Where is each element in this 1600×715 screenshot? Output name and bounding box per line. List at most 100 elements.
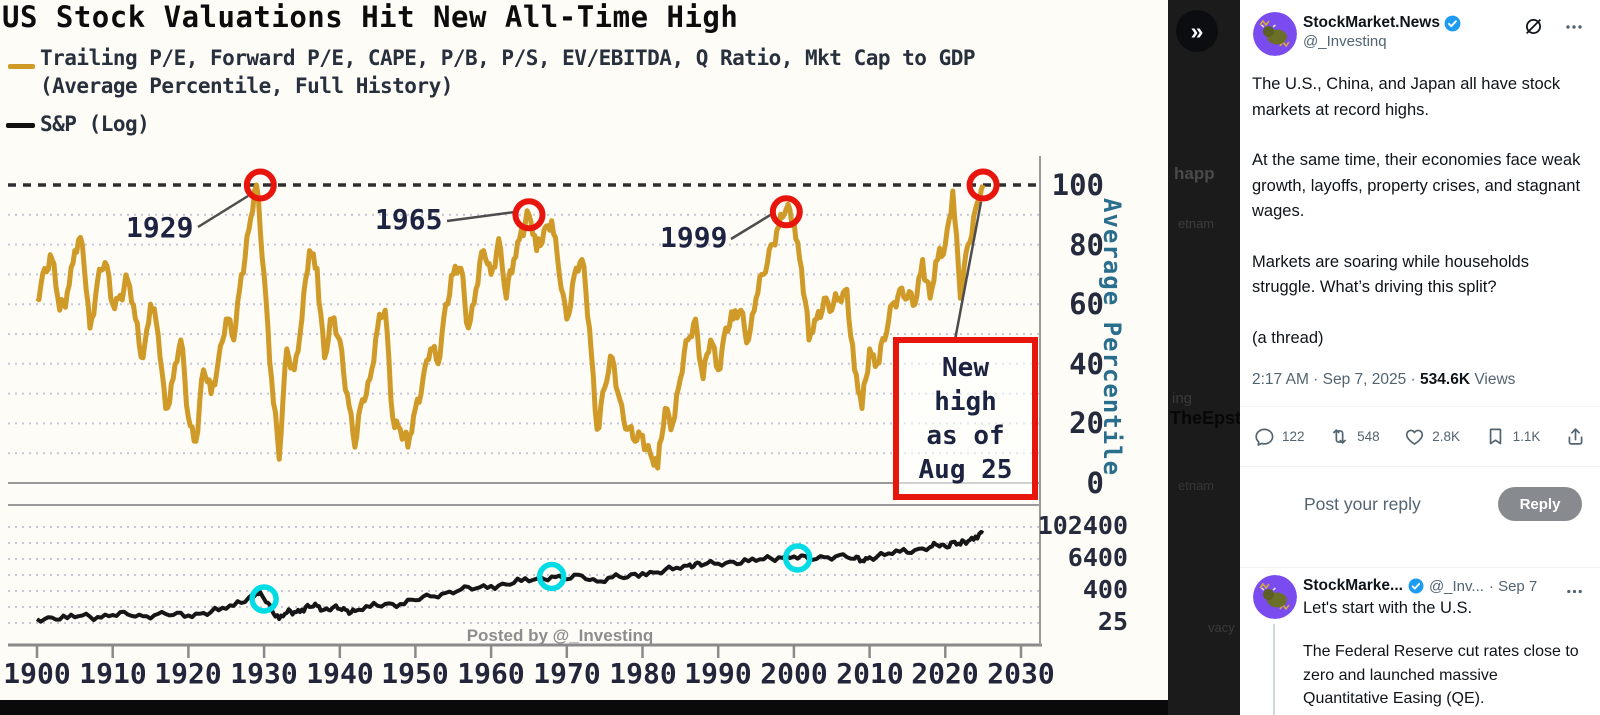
reply-action-button[interactable]: 122 [1254, 420, 1305, 453]
repost-icon [1333, 429, 1347, 444]
tweet-text: The U.S., China, and Japan all have stoc… [1252, 72, 1586, 376]
heart-icon [1406, 429, 1424, 445]
y-axis-label-average-percentile: Average Percentile [1098, 198, 1126, 477]
tweet-detail-panel: StockMarket.News @_Investinq [1240, 0, 1600, 715]
expand-sidebar-button[interactable]: » [1176, 10, 1218, 52]
tweet-paragraph: The U.S., China, and Japan all have stoc… [1252, 75, 1561, 119]
chart-title: US Stock Valuations Hit New All-Time Hig… [2, 0, 739, 34]
share-action-button[interactable] [1565, 420, 1586, 453]
y-axis-tick-sp: 25 [1097, 607, 1128, 636]
x-axis-tick-year: 1920 [154, 657, 222, 690]
x-axis-tick-year: 1910 [79, 657, 147, 690]
reply-count: 122 [1282, 429, 1305, 444]
lightbox-overlay-strip: » happ etnam ing TheEpst etnam vacy [1168, 0, 1240, 715]
legend-sp-dash [6, 123, 35, 128]
dimmed-text-fragment: happ [1174, 164, 1215, 183]
views-count: 534.6K [1420, 371, 1471, 388]
display-name[interactable]: StockMarket.News [1303, 14, 1440, 31]
dimmed-text-fragment: vacy [1208, 620, 1235, 635]
y-axis-tick-sp: 102400 [1037, 511, 1128, 540]
x-axis-tick-year: 1980 [609, 657, 677, 690]
x-axis-tick-year: 2020 [911, 657, 979, 690]
more-options-icon[interactable] [1564, 17, 1584, 37]
like-count: 2.8K [1432, 429, 1461, 444]
y-axis-tick-percentile: 0 [1086, 466, 1104, 500]
like-action-button[interactable]: 2.8K [1404, 420, 1460, 453]
tweet-action-bar: 122 548 2.8K [1240, 420, 1600, 453]
legend-gold-dash [8, 64, 35, 69]
y-axis-tick-percentile: 100 [1051, 168, 1104, 202]
x-axis-tick-year: 1960 [457, 657, 525, 690]
y-axis-tick-percentile: 20 [1069, 406, 1104, 440]
dimmed-text-fragment: etnam [1178, 216, 1215, 231]
reply-avatar[interactable] [1253, 575, 1297, 619]
reply-text-paragraph: The Federal Reserve cut rates close to z… [1303, 643, 1579, 707]
x-axis-tick-year: 1900 [3, 657, 71, 690]
x-axis-tick-year: 2010 [836, 657, 904, 690]
x-axis-tick-year: 2000 [760, 657, 828, 690]
bull-avatar-image [1253, 575, 1297, 619]
chart-image[interactable]: US Stock Valuations Hit New All-Time Hig… [0, 0, 1168, 700]
y-axis-tick-percentile: 60 [1069, 287, 1104, 321]
chart-canvas [8, 156, 1042, 658]
new-high-line1: New [942, 352, 989, 383]
views-label: Views [1470, 371, 1516, 388]
x-axis-tick-year: 1950 [381, 657, 449, 690]
x-axis-tick-year: 2030 [987, 657, 1055, 690]
x-axis-tick-year: 1990 [684, 657, 752, 690]
y-axis-tick-sp: 6400 [1067, 543, 1128, 572]
thread-connector-line [1273, 624, 1275, 715]
verified-badge-icon [1408, 578, 1424, 594]
tweet-paragraph: At the same time, their economies face w… [1252, 151, 1581, 220]
legend-sp-label: S&P (Log) [40, 112, 150, 136]
peak-year-annotation: 1999 [660, 221, 728, 254]
reply-display-name[interactable]: StockMarke... [1303, 577, 1403, 594]
divider [1240, 567, 1600, 568]
reply-composer: Post your reply Reply [1240, 478, 1600, 536]
reply-text-line1: Let's start with the U.S. [1303, 599, 1473, 617]
reply-date: · Sep 7 [1488, 577, 1538, 595]
new-high-annotation-box: New high as of Aug 25 [893, 337, 1038, 500]
timestamp-views: 2:17 AM · Sep 7, 2025 · 534.6K Views [1252, 371, 1515, 389]
legend-valuations-line1: Trailing P/E, Forward P/E, CAPE, P/B, P/… [40, 46, 976, 70]
timestamp: 2:17 AM · Sep 7, 2025 · [1252, 371, 1421, 388]
legend-valuations-line2: (Average Percentile, Full History) [40, 74, 453, 98]
dimmed-text-fragment: TheEpst [1170, 408, 1240, 428]
x-axis-tick-year: 1940 [306, 657, 374, 690]
repost-count: 548 [1357, 429, 1380, 444]
y-axis-tick-percentile: 80 [1069, 228, 1104, 262]
share-icon [1568, 428, 1583, 445]
divider [1240, 466, 1600, 467]
new-high-line2: high [934, 386, 997, 417]
watermark-posted-by: Posted by @_Investinq [466, 626, 654, 645]
repost-action-button[interactable]: 548 [1329, 420, 1380, 453]
new-high-line4: Aug 25 [918, 454, 1013, 485]
reply-input[interactable]: Post your reply [1304, 494, 1421, 514]
reply-bubble-icon [1255, 428, 1274, 446]
verified-badge-icon [1444, 15, 1461, 31]
peak-year-annotation: 1929 [126, 211, 194, 244]
bookmark-count: 1.1K [1512, 429, 1541, 444]
reply-submit-button[interactable]: Reply [1498, 487, 1582, 521]
peak-year-annotation: 1965 [375, 203, 443, 236]
x-axis-tick-year: 1970 [533, 657, 601, 690]
grok-icon[interactable] [1523, 16, 1544, 37]
user-handle[interactable]: @_Investinq [1303, 33, 1387, 50]
y-axis-tick-sp: 400 [1082, 575, 1128, 604]
tweet-paragraph: Markets are soaring while households str… [1252, 252, 1529, 297]
dimmed-text-fragment: ing [1172, 390, 1193, 407]
chart-plot-area [8, 156, 1042, 658]
reply-more-options-icon[interactable] [1565, 582, 1584, 601]
dimmed-background-bottom-bar [0, 700, 1168, 715]
avatar[interactable] [1253, 12, 1297, 56]
x-axis-tick-year: 1930 [230, 657, 298, 690]
new-high-line3: as of [926, 420, 1005, 451]
bookmark-icon [1489, 428, 1501, 445]
bull-avatar-image [1253, 12, 1297, 56]
bookmark-action-button[interactable]: 1.1K [1485, 420, 1541, 453]
dimmed-text-fragment: etnam [1178, 478, 1215, 493]
tweet-paragraph: (a thread) [1252, 328, 1324, 347]
reply-user-handle[interactable]: @_Inv... [1428, 577, 1484, 595]
divider [1240, 406, 1600, 407]
